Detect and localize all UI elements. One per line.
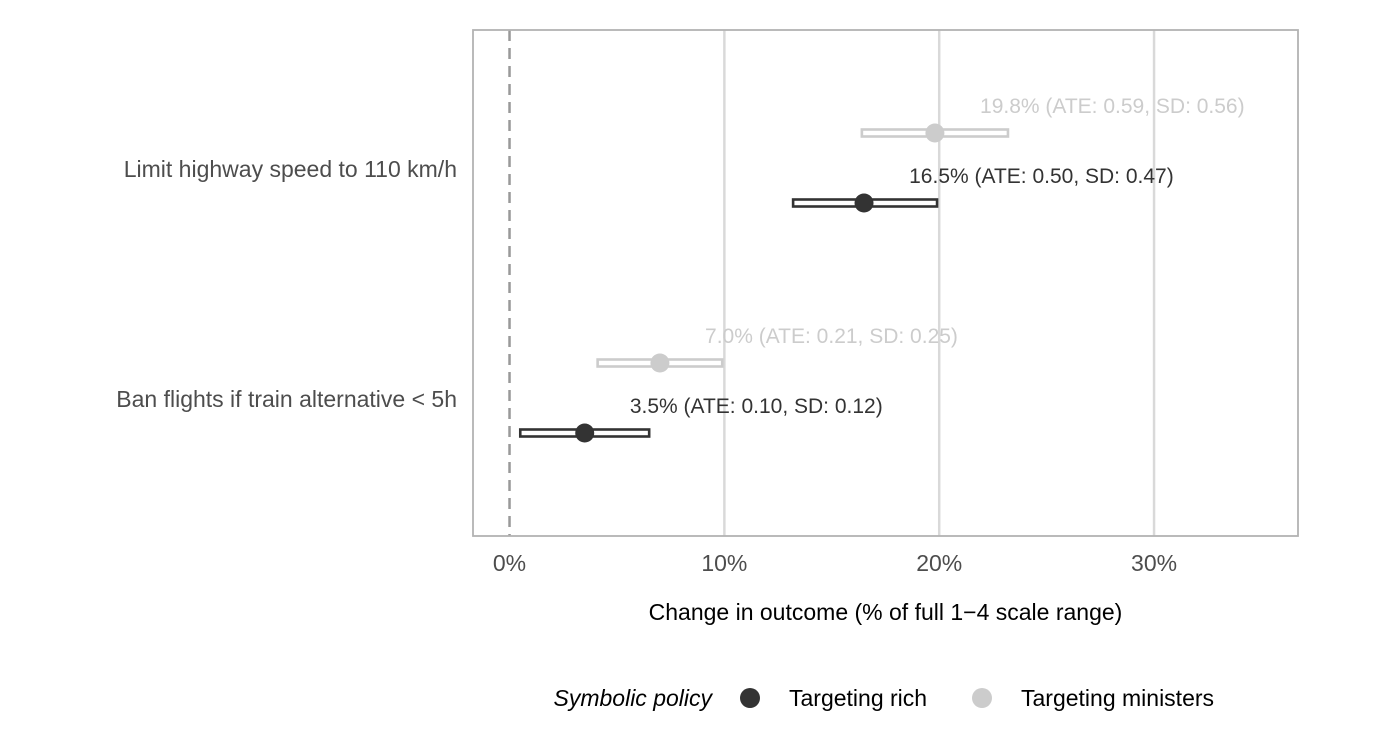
legend-key-ministers — [972, 688, 992, 708]
point-labels: 16.5% (ATE: 0.50, SD: 0.47) 3.5% (ATE: 0.… — [630, 95, 1245, 418]
x-tick-label-3: 30% — [1131, 550, 1177, 576]
legend-label-rich: Targeting rich — [789, 685, 927, 711]
point-label-rich-1: 3.5% (ATE: 0.10, SD: 0.12) — [630, 395, 883, 418]
legend-title: Symbolic policy — [554, 685, 714, 711]
legend-key-rich — [740, 688, 760, 708]
point-label-ministers-1: 7.0% (ATE: 0.21, SD: 0.25) — [705, 325, 958, 348]
point-rich-0 — [854, 193, 874, 213]
x-tick-label-1: 10% — [701, 550, 747, 576]
panel-border — [472, 29, 1299, 537]
y-axis-tick-labels: Limit highway speed to 110 km/h Ban fligh… — [116, 156, 457, 412]
grid-lines — [723, 30, 1156, 536]
point-ministers-0 — [925, 123, 945, 143]
point-label-ministers-0: 19.8% (ATE: 0.59, SD: 0.56) — [980, 95, 1245, 118]
x-tick-label-2: 20% — [916, 550, 962, 576]
point-ministers-1 — [650, 353, 670, 373]
legend-items: Targeting rich Targeting ministers — [740, 685, 1214, 711]
legend-label-ministers: Targeting ministers — [1021, 685, 1214, 711]
x-axis-label: Change in outcome (% of full 1−4 scale r… — [649, 599, 1123, 625]
legend: Symbolic policy Targeting rich Targeting … — [554, 685, 1215, 711]
y-tick-label-1: Ban flights if train alternative < 5h — [116, 386, 457, 412]
point-rich-1 — [575, 423, 595, 443]
point-estimates — [575, 123, 945, 443]
x-axis-tick-labels: 0% 10% 20% 30% — [493, 550, 1177, 576]
x-tick-label-0: 0% — [493, 550, 526, 576]
point-label-rich-0: 16.5% (ATE: 0.50, SD: 0.47) — [909, 165, 1174, 188]
y-tick-label-0: Limit highway speed to 110 km/h — [124, 156, 457, 182]
